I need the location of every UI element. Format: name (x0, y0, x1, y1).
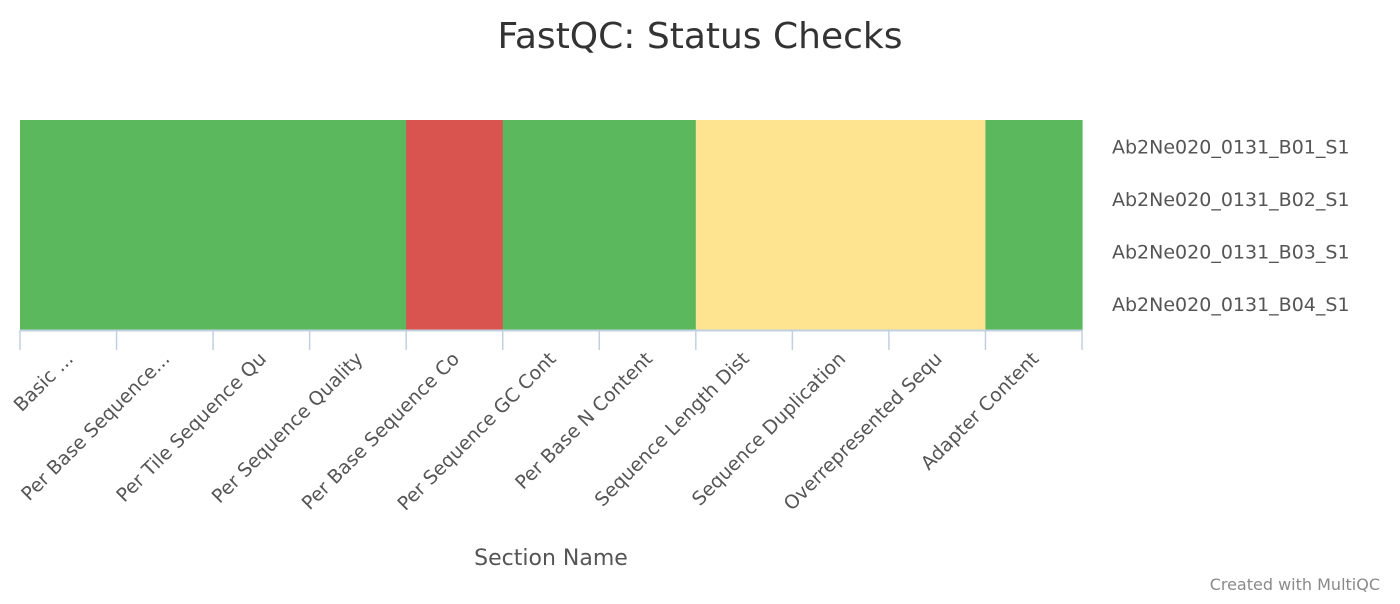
category-label-1: Basic ... (10, 348, 78, 416)
heatmap-cell-3-3-pass[interactable] (213, 225, 311, 279)
sample-label-3: Ab2Ne020_0131_B03_S1 (1112, 241, 1350, 263)
heatmap-cell-2-10-warn[interactable] (888, 172, 987, 226)
heatmap-cell-3-1-pass[interactable] (20, 225, 118, 279)
category-label-6: Per Sequence GC Cont (393, 348, 560, 515)
heatmap-cell-4-3-pass[interactable] (213, 277, 311, 331)
heatmap-cell-3-7-pass[interactable] (599, 225, 697, 279)
heatmap-cell-1-9-warn[interactable] (792, 120, 890, 174)
heatmap-cell-2-1-pass[interactable] (20, 172, 118, 226)
heatmap-cell-1-10-warn[interactable] (888, 120, 987, 174)
sample-label-4: Ab2Ne020_0131_B04_S1 (1112, 294, 1350, 316)
heatmap-cell-2-4-pass[interactable] (309, 172, 407, 226)
heatmap-cell-2-9-warn[interactable] (792, 172, 890, 226)
heatmap-cell-1-6-pass[interactable] (502, 120, 600, 174)
heatmap-cell-4-2-pass[interactable] (116, 277, 214, 331)
heatmap-cell-1-4-pass[interactable] (309, 120, 407, 174)
heatmap-cell-4-7-pass[interactable] (599, 277, 697, 331)
heatmap-cell-2-2-pass[interactable] (116, 172, 214, 226)
heatmap-cell-3-6-pass[interactable] (502, 225, 600, 279)
heatmap-cell-3-5-fail[interactable] (406, 225, 504, 279)
heatmap-cell-3-11-pass[interactable] (985, 225, 1083, 279)
heatmap-cell-3-9-warn[interactable] (792, 225, 890, 279)
heatmap-cell-1-1-pass[interactable] (20, 120, 118, 174)
heatmap-cell-2-6-pass[interactable] (502, 172, 600, 226)
heatmap-cell-1-2-pass[interactable] (116, 120, 214, 174)
heatmap-cell-1-11-pass[interactable] (985, 120, 1083, 174)
category-label-5: Per Base Sequence Co (298, 348, 464, 514)
category-labels: Basic ...Per Base Sequence...Per Tile Se… (10, 348, 1044, 515)
category-label-9: Sequence Duplication (688, 348, 850, 510)
heatmap-cell-1-5-fail[interactable] (406, 120, 504, 174)
heatmap-cell-4-5-fail[interactable] (406, 277, 504, 331)
heatmap-cell-4-9-warn[interactable] (792, 277, 890, 331)
x-axis (19, 329, 1083, 350)
heatmap-cell-4-11-pass[interactable] (985, 277, 1083, 331)
heatmap-cell-4-6-pass[interactable] (502, 277, 600, 331)
heatmap-cell-2-8-warn[interactable] (695, 172, 793, 226)
heatmap-cell-4-10-warn[interactable] (888, 277, 987, 331)
heatmap-cells (20, 120, 1083, 331)
heatmap-cell-4-8-warn[interactable] (695, 277, 793, 331)
heatmap-cell-2-11-pass[interactable] (985, 172, 1083, 226)
heatmap-cell-3-4-pass[interactable] (309, 225, 407, 279)
chart-title: FastQC: Status Checks (497, 16, 902, 57)
created-with-credit: Created with MultiQC (1210, 575, 1380, 594)
category-label-10: Overrepresented Sequ (780, 348, 947, 515)
heatmap-cell-4-1-pass[interactable] (20, 277, 118, 331)
heatmap-cell-2-3-pass[interactable] (213, 172, 311, 226)
heatmap-cell-1-8-warn[interactable] (695, 120, 793, 174)
category-label-8: Sequence Length Dist (591, 348, 754, 511)
sample-label-2: Ab2Ne020_0131_B02_S1 (1112, 189, 1350, 211)
heatmap-cell-2-7-pass[interactable] (599, 172, 697, 226)
heatmap-cell-2-5-fail[interactable] (406, 172, 504, 226)
heatmap-cell-4-4-pass[interactable] (309, 277, 407, 331)
heatmap-cell-1-7-pass[interactable] (599, 120, 697, 174)
heatmap-cell-1-3-pass[interactable] (213, 120, 311, 174)
heatmap-cell-3-8-warn[interactable] (695, 225, 793, 279)
heatmap-cell-3-10-warn[interactable] (888, 225, 987, 279)
sample-label-1: Ab2Ne020_0131_B01_S1 (1112, 136, 1350, 158)
sample-labels: Ab2Ne020_0131_B01_S1 Ab2Ne020_0131_B02_S1… (1112, 136, 1350, 316)
heatmap-cell-3-2-pass[interactable] (116, 225, 214, 279)
x-axis-title: Section Name (474, 546, 628, 571)
